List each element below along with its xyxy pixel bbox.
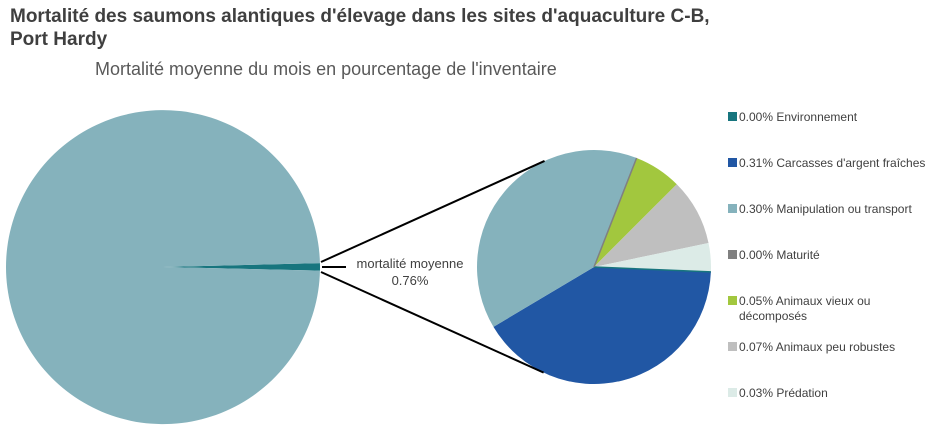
legend-label: 0.00% Maturité xyxy=(739,248,820,262)
detail-pie-slice-animaux-vieux-ou-decomposes xyxy=(594,158,677,267)
legend-item-carcasses: 0.31% Carcasses d'argent fraîches xyxy=(728,156,939,171)
legend-item-maturite: 0.00% Maturité xyxy=(728,248,939,263)
detail-pie-slice-predation xyxy=(594,243,712,272)
legend-swatch-animaux-peu-robustes xyxy=(728,342,737,351)
legend-item-animaux-vieux: 0.05% Animaux vieux ou décomposés xyxy=(728,294,939,324)
legend: 0.00% Environnement 0.31% Carcasses d'ar… xyxy=(728,0,940,432)
page-title: Mortalité des saumons alantiques d'éleva… xyxy=(10,5,930,51)
legend-item-environnement: 0.00% Environnement xyxy=(728,110,939,125)
callout-label-text: mortalité moyenne xyxy=(356,256,464,271)
chart-subtitle: Mortalité moyenne du mois en pourcentage… xyxy=(95,59,557,79)
detail-pie-slice-maturite xyxy=(593,157,638,268)
legend-item-animaux-peu-robustes: 0.07% Animaux peu robustes xyxy=(728,340,939,355)
callout-label-value: 0.76% xyxy=(391,273,429,288)
legend-item-predation: 0.03% Prédation xyxy=(728,386,939,401)
page-title-line1: Mortalité des saumons alantiques d'éleva… xyxy=(10,6,710,27)
legend-label: 0.31% Carcasses d'argent fraîches xyxy=(739,156,926,170)
legend-label: 0.00% Environnement xyxy=(739,110,858,124)
overview-pie-slice-inventaire-restant xyxy=(5,110,320,425)
callout-label: mortalité moyenne 0.76% xyxy=(338,255,482,289)
legend-label: 0.30% Manipulation ou transport xyxy=(739,202,912,216)
callout-line-upper xyxy=(320,160,545,263)
legend-swatch-carcasses xyxy=(728,158,737,167)
legend-swatch-animaux-vieux xyxy=(728,296,737,305)
legend-swatch-manipulation xyxy=(728,204,737,213)
detail-pie-slice-manipulation-ou-transport xyxy=(477,150,637,327)
detail-pie-slice-carcasses-d-argent-fraiches xyxy=(493,267,711,385)
detail-pie-slice-animaux-peu-robustes xyxy=(594,184,709,267)
detail-pie-slice-environnement xyxy=(593,266,711,273)
page-title-line2: Port Hardy xyxy=(10,29,108,50)
legend-label: 0.05% Animaux vieux ou décomposés xyxy=(739,294,871,323)
legend-swatch-environnement xyxy=(728,112,737,121)
legend-swatch-predation xyxy=(728,388,737,397)
callout-line-lower xyxy=(320,271,545,374)
legend-label: 0.03% Prédation xyxy=(739,386,828,400)
legend-swatch-maturite xyxy=(728,250,737,259)
legend-label: 0.07% Animaux peu robustes xyxy=(739,340,896,354)
legend-item-manipulation: 0.30% Manipulation ou transport xyxy=(728,202,939,217)
overview-pie-slice-mortalite-moyenne xyxy=(163,263,320,271)
